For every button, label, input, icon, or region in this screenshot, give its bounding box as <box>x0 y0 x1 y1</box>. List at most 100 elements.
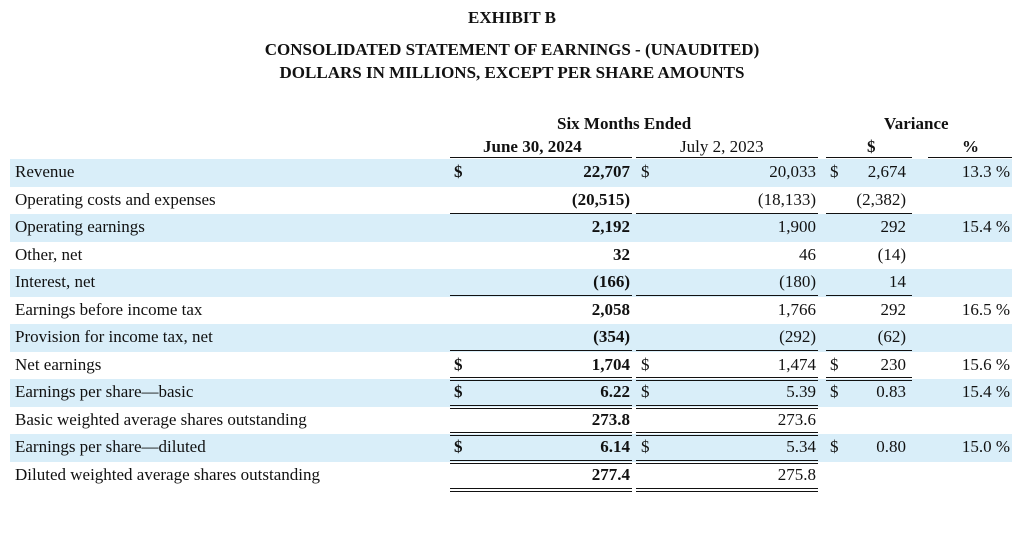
current-value: 6.14 <box>600 437 630 456</box>
variance-value: 292 <box>880 217 907 236</box>
prior-currency: $ <box>641 437 650 456</box>
header-variance-dollar: $ <box>867 137 876 156</box>
total-double-rule-variance <box>826 377 912 381</box>
subtotal-rule-prior <box>636 350 818 351</box>
current-value: 277.4 <box>591 464 630 484</box>
variance-currency: $ <box>830 162 839 181</box>
variance-value: 230 <box>880 354 907 374</box>
variance-value: 14 <box>889 272 906 291</box>
header-period-group: Six Months Ended <box>557 114 692 133</box>
row-label: Other, net <box>15 244 83 264</box>
current-value: (166) <box>593 272 630 291</box>
variance-value: 0.80 <box>876 437 906 456</box>
current-value: 2,058 <box>591 299 630 319</box>
prior-currency: $ <box>641 382 650 401</box>
prior-value: (18,133) <box>757 189 816 209</box>
header-prior-period: July 2, 2023 <box>680 137 764 156</box>
header-underline-current <box>450 157 632 158</box>
header-variance-percent: % <box>962 137 979 156</box>
variance-value: (2,382) <box>856 189 906 209</box>
prior-value: 1,766 <box>777 299 816 319</box>
table-row: Net earnings $ 1,704 $ 1,474 $ 230 15.6 … <box>10 352 1012 380</box>
table-row: Earnings before income tax 2,058 1,766 2… <box>10 297 1012 325</box>
row-label: Net earnings <box>15 354 102 374</box>
row-label: Diluted weighted average shares outstand… <box>15 464 320 484</box>
subtotal-rule-current <box>450 295 632 296</box>
header-underline-var-dollar <box>826 157 912 158</box>
table-row: Revenue $ 22,707 $ 20,033 $ 2,674 13.3 % <box>10 159 1012 187</box>
statement-table: Revenue $ 22,707 $ 20,033 $ 2,674 13.3 %… <box>10 159 1012 489</box>
total-double-rule-current <box>450 377 632 381</box>
statement-subtitle: DOLLARS IN MILLIONS, EXCEPT PER SHARE AM… <box>279 63 745 82</box>
variance-percent: 15.4 % <box>961 382 1010 401</box>
subtotal-rule-variance <box>826 350 912 351</box>
table-row: Earnings per share—diluted $ 6.14 $ 5.34… <box>10 434 1012 462</box>
current-currency: $ <box>454 162 463 181</box>
row-label: Earnings per share—basic <box>15 382 194 401</box>
table-row: Interest, net (166) (180) 14 <box>10 269 1012 297</box>
prior-value: 5.34 <box>786 437 816 456</box>
total-double-rule-prior <box>636 460 818 464</box>
total-double-rule-prior <box>636 488 818 492</box>
current-value: 1,704 <box>591 354 630 374</box>
row-label: Operating earnings <box>15 217 145 236</box>
variance-percent: 15.6 % <box>961 354 1010 374</box>
table-row: Provision for income tax, net (354) (292… <box>10 324 1012 352</box>
variance-value: (14) <box>877 244 906 264</box>
current-value: 273.8 <box>591 409 630 429</box>
variance-percent: 15.0 % <box>961 437 1010 456</box>
variance-percent: 13.3 % <box>961 162 1010 181</box>
prior-value: 20,033 <box>769 162 816 181</box>
prior-value: (292) <box>779 327 816 346</box>
prior-value: 5.39 <box>786 382 816 401</box>
table-row: Operating costs and expenses (20,515) (1… <box>10 187 1012 215</box>
total-double-rule-current <box>450 460 632 464</box>
variance-currency: $ <box>830 382 839 401</box>
variance-value: 292 <box>880 299 907 319</box>
current-value: 32 <box>613 244 630 264</box>
prior-value: 1,474 <box>777 354 816 374</box>
table-row: Basic weighted average shares outstandin… <box>10 407 1012 435</box>
row-label: Operating costs and expenses <box>15 189 216 209</box>
subtotal-rule-current <box>450 350 632 351</box>
variance-percent: 15.4 % <box>961 217 1010 236</box>
total-double-rule-current <box>450 405 632 409</box>
table-row: Other, net 32 46 (14) <box>10 242 1012 270</box>
header-underline-var-pct <box>928 157 1012 158</box>
row-label: Basic weighted average shares outstandin… <box>15 409 307 429</box>
prior-currency: $ <box>641 162 650 181</box>
header-current-period: June 30, 2024 <box>483 137 582 156</box>
prior-value: 273.6 <box>777 409 816 429</box>
variance-value: 0.83 <box>876 382 906 401</box>
row-label: Provision for income tax, net <box>15 327 213 346</box>
row-label: Revenue <box>15 162 75 181</box>
subtotal-rule-prior <box>636 213 818 214</box>
table-row: Diluted weighted average shares outstand… <box>10 462 1012 490</box>
subtotal-rule-current <box>450 213 632 214</box>
current-value: 6.22 <box>600 382 630 401</box>
current-value: (354) <box>593 327 630 346</box>
prior-currency: $ <box>641 354 650 374</box>
total-double-rule-current <box>450 432 632 436</box>
header-underline-prior <box>636 157 818 158</box>
current-currency: $ <box>454 382 463 401</box>
row-label: Interest, net <box>15 272 96 291</box>
subtotal-rule-prior <box>636 295 818 296</box>
variance-value: 2,674 <box>867 162 906 181</box>
total-double-rule-current <box>450 488 632 492</box>
table-row: Operating earnings 2,192 1,900 292 15.4 … <box>10 214 1012 242</box>
subtotal-rule-variance <box>826 295 912 296</box>
row-label: Earnings before income tax <box>15 299 203 319</box>
prior-value: (180) <box>779 272 816 291</box>
prior-value: 46 <box>799 244 816 264</box>
current-value: 2,192 <box>591 217 630 236</box>
current-currency: $ <box>454 437 463 456</box>
current-value: 22,707 <box>583 162 630 181</box>
prior-value: 1,900 <box>777 217 816 236</box>
subtotal-rule-variance <box>826 213 912 214</box>
table-row: Earnings per share—basic $ 6.22 $ 5.39 $… <box>10 379 1012 407</box>
variance-value: (62) <box>877 327 906 346</box>
total-double-rule-prior <box>636 432 818 436</box>
total-double-rule-prior <box>636 377 818 381</box>
